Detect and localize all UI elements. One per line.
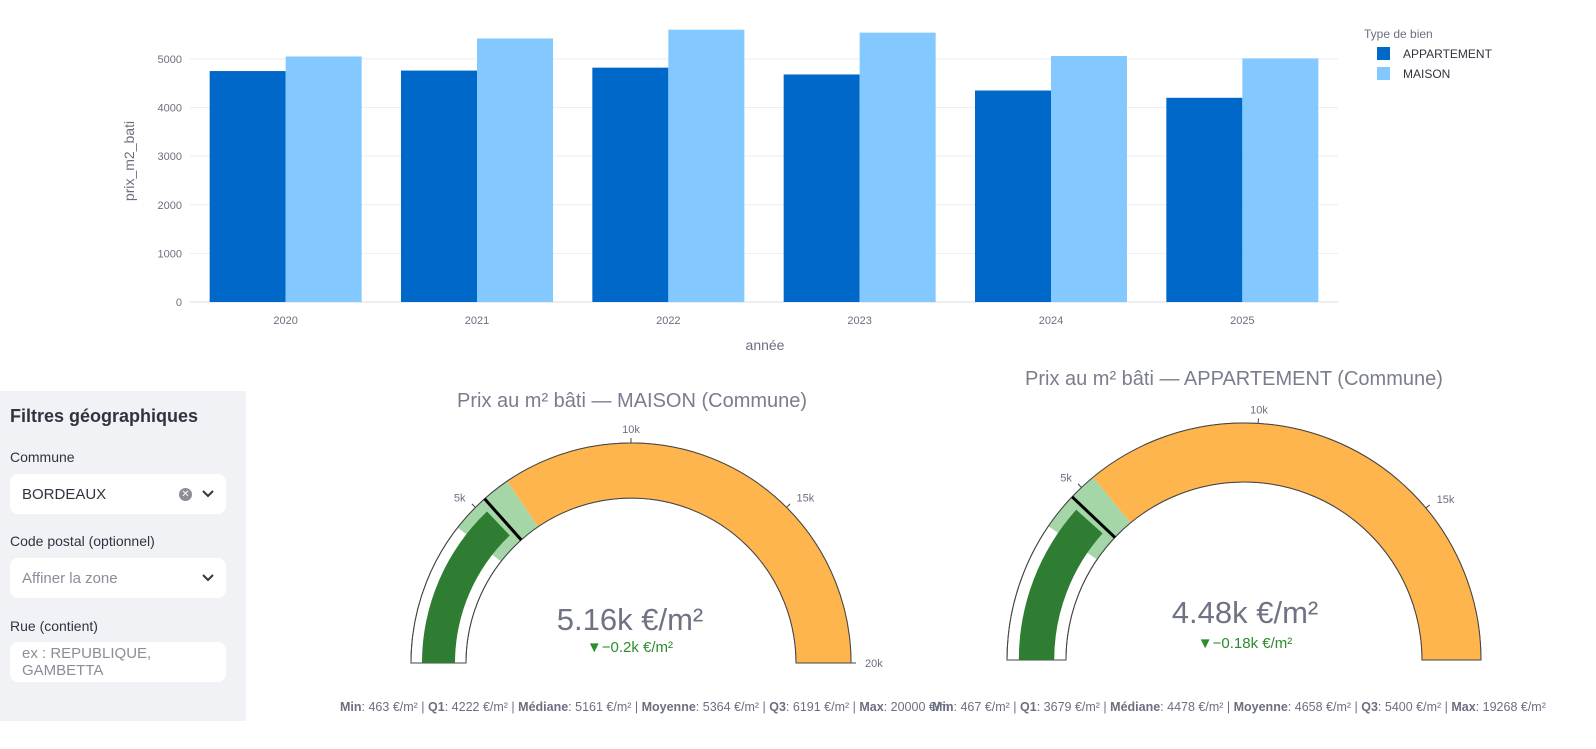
stat-value: 6191 €/m² [792,700,850,714]
bar-appartement-2025 [1166,97,1243,302]
gauge-maison-stats: Min: 463 €/m² | Q1: 4222 €/m² | Médiane:… [340,700,950,714]
y-tick-label: 0 [176,297,182,309]
chevron-down-icon[interactable] [202,571,214,585]
legend-title: Type de bien [1364,27,1433,41]
legend-label: MAISON [1403,67,1450,81]
stat-label: Max [859,700,884,714]
stat-value: 4222 €/m² [451,700,508,714]
street-input[interactable]: ex : REPUBLIQUE, GAMBETTA [10,642,226,682]
stat-value: 5400 €/m² [1384,700,1442,714]
bar-maison-2024 [1051,55,1127,302]
gauge-appartement-value: 4.48k €/m² [1171,595,1319,630]
y-tick-label: 1000 [158,248,182,260]
gauge-outline [1006,422,1482,661]
gauge-threshold [1071,495,1116,539]
gauge-tick [786,503,791,508]
gauge-tick-label: 15k [796,493,814,505]
stat-value: 5364 €/m² [702,700,760,714]
stat-label: Q3 [769,700,786,714]
stat-label: Q3 [1361,700,1378,714]
stat-label: Max [1451,700,1476,714]
gauge-maison-value: 5.16k €/m² [556,602,704,637]
stat-value: 463 €/m² [368,700,418,714]
gauge-tick-label: 15k [1437,494,1455,506]
x-tick-label: 2024 [1039,315,1063,327]
gauge-tick [471,503,476,508]
stat-value: 20000 €/m [890,700,950,714]
street-label: Rue (contient) [10,618,98,634]
chevron-down-icon[interactable] [202,487,214,501]
commune-label: Commune [10,449,75,465]
y-tick-label: 3000 [158,151,182,163]
stat-label: Médiane [518,700,569,714]
bar-maison-2020 [285,56,362,303]
bar-chart: 0 1000 2000 3000 4000 5000 2020 2021 2022 2023 202… [121,27,1493,353]
gauge-tick [1425,504,1431,509]
gauge-value-bar [1018,509,1103,660]
gauge-threshold [483,497,523,541]
gauge-outline [410,442,852,664]
legend-swatch [1377,47,1390,60]
y-tick-label: 5000 [158,54,182,66]
stat-value: 467 €/m² [960,700,1010,714]
bar-appartement-2020 [209,71,286,302]
stat-label: Moyenne [1233,700,1288,714]
stat-label: Min [932,700,954,714]
gauge-value-bar [422,511,510,663]
stat-value: 4658 €/m² [1294,700,1352,714]
gauge-tick-label: 10k [1250,404,1268,416]
stat-value: 19268 €/m² [1482,700,1546,714]
x-tick-label: 2020 [273,315,297,327]
x-tick-label: 2023 [847,315,871,327]
bar-appartement-2024 [975,90,1051,302]
x-axis-label: année [746,337,785,353]
gauge-step [1093,423,1481,660]
gauge-tick-label: 5k [1060,472,1072,484]
y-axis-label: prix_m2_bati [121,121,137,201]
clear-icon[interactable]: ✕ [179,487,192,501]
sidebar-title: Filtres géographiques [10,406,199,426]
stat-label: Moyenne [641,700,696,714]
gauge-appartement-stats: Min: 467 €/m² | Q1: 3679 €/m² | Médiane:… [932,700,1546,714]
bar-appartement-2021 [401,70,477,302]
y-tick-label: 2000 [158,200,182,212]
stat-label: Q1 [1020,700,1037,714]
commune-select[interactable]: BORDEAUX ✕ [10,474,226,514]
stat-value: 3679 €/m² [1043,700,1100,714]
x-tick-label: 2022 [656,315,680,327]
stat-label: Q1 [428,700,445,714]
y-tick-label: 4000 [158,103,182,115]
gauge-tick-label: 10k [622,424,640,436]
postal-placeholder: Affiner la zone [22,569,118,587]
street-placeholder: ex : REPUBLIQUE, GAMBETTA [22,645,152,679]
bar-maison-2022 [668,29,745,302]
postal-label: Code postal (optionnel) [10,533,155,549]
stat-label: Médiane [1110,700,1161,714]
x-tick-label: 2021 [465,315,489,327]
bar-appartement-2023 [783,74,860,302]
stat-label: Min [340,700,362,714]
gauge-tick [1077,483,1082,488]
x-tick-label: 2025 [1230,315,1254,327]
gauge-step [507,443,851,663]
legend-label: APPARTEMENT [1403,47,1493,61]
bar-maison-2021 [477,38,553,302]
gauge-appartement-title: Prix au m² bâti — APPARTEMENT (Commune) [1025,368,1443,390]
postal-select[interactable]: Affiner la zone [10,558,226,598]
legend-swatch [1377,67,1390,80]
gauge-tick-label: 20k [865,658,883,670]
bar-appartement-2022 [592,67,669,302]
commune-value: BORDEAUX [22,485,107,503]
bar-maison-2025 [1242,58,1319,303]
gauge-maison-title: Prix au m² bâti — MAISON (Commune) [457,390,808,412]
gauge-tick-label: 5k [454,493,466,505]
stat-value: 5161 €/m² [575,700,632,714]
gauge-maison-delta: ▼−0.2k €/m² [586,639,674,656]
gauge-appartement-delta: ▼−0.18k €/m² [1197,635,1293,652]
bar-maison-2023 [859,32,936,302]
stat-value: 4478 €/m² [1167,700,1224,714]
